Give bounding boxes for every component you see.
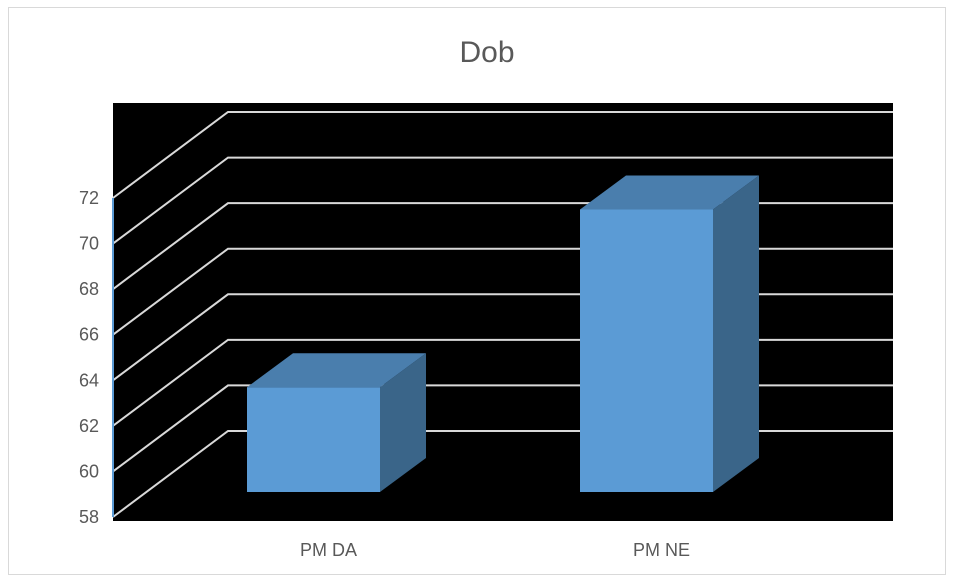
gridline bbox=[112, 111, 893, 199]
bars bbox=[247, 175, 759, 492]
bar bbox=[247, 353, 426, 492]
x-category-label: PM NE bbox=[633, 540, 690, 560]
y-tick-label: 58 bbox=[79, 507, 99, 527]
x-axis-category-labels: PM DA PM NE bbox=[300, 540, 690, 560]
y-axis-tick-labels: 58 60 62 64 66 68 70 72 bbox=[79, 188, 99, 527]
y-tick-label: 72 bbox=[79, 188, 99, 208]
y-tick-label: 62 bbox=[79, 416, 99, 436]
chart-title: Dob bbox=[459, 36, 514, 69]
bar-side-face bbox=[713, 175, 759, 492]
y-tick-label: 66 bbox=[79, 325, 99, 345]
bar bbox=[580, 175, 759, 492]
y-tick-label: 70 bbox=[79, 234, 99, 254]
bar-top-face bbox=[580, 175, 759, 210]
bar-front-face bbox=[580, 209, 713, 492]
x-category-label: PM DA bbox=[300, 540, 357, 560]
plot-area bbox=[113, 103, 893, 521]
y-tick-label: 60 bbox=[79, 461, 99, 481]
y-tick-label: 68 bbox=[79, 279, 99, 299]
y-tick-label: 64 bbox=[79, 370, 99, 390]
bar-front-face bbox=[247, 387, 380, 492]
bar-side-face bbox=[380, 353, 426, 492]
gridline bbox=[112, 156, 893, 245]
bar-top-face bbox=[247, 353, 426, 388]
